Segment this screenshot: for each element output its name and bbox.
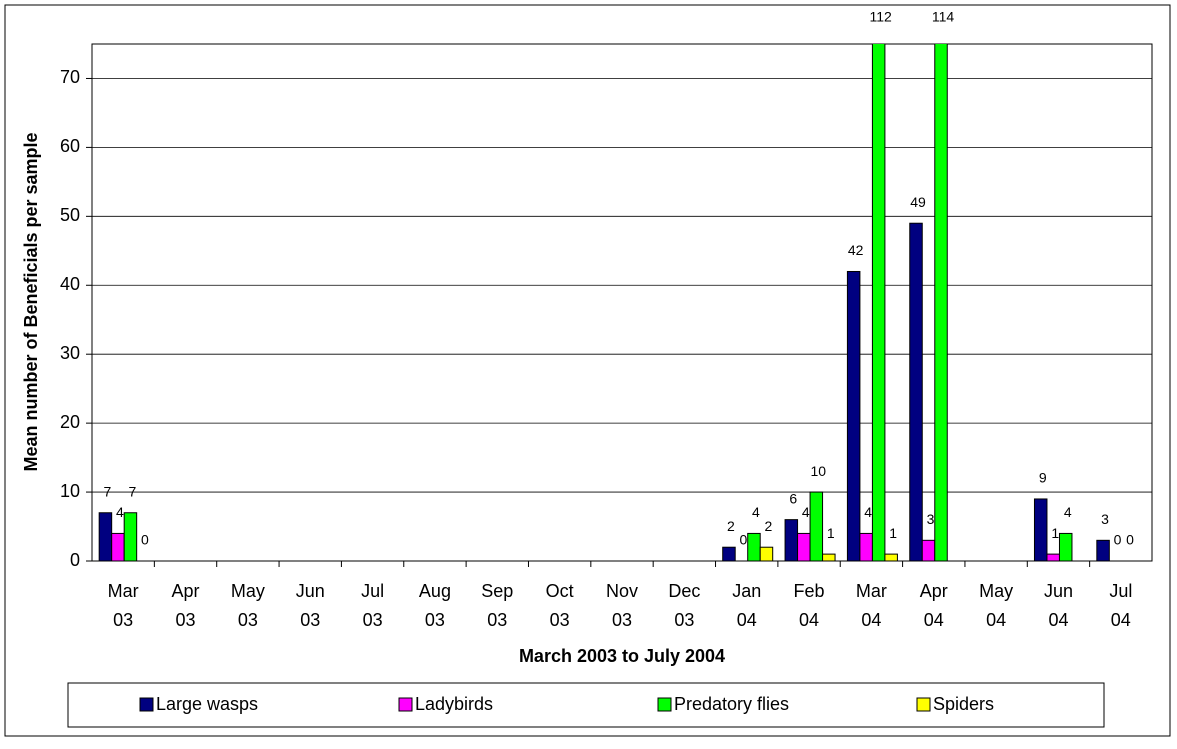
x-tick-label: Feb 04 [794,581,825,630]
x-tick-label: Mar 04 [856,581,887,630]
y-tick-label: 20 [60,412,80,432]
bar [747,532,761,561]
legend-label: Spiders [933,694,994,714]
bar [884,553,898,561]
x-tick-label: Jun 04 [1044,581,1073,630]
bar [921,539,936,561]
bar [859,532,873,561]
data-label: 0 [141,532,149,548]
legend-label: Ladybirds [415,694,493,714]
data-label: 114 [932,9,955,25]
data-label: 3 [1101,511,1109,527]
legend-label: Predatory flies [674,694,789,714]
bars [98,44,1110,561]
x-axis-title: March 2003 to July 2004 [519,646,725,666]
y-tick-label: 70 [60,67,80,87]
legend-swatch [398,697,413,712]
data-label: 7 [129,483,137,499]
data-label: 112 [869,9,892,25]
data-label: 7 [104,483,112,499]
y-tick-label: 0 [70,550,80,570]
data-label: 4 [802,504,810,520]
data-label: 9 [1039,470,1047,486]
data-label: 1 [889,525,897,541]
x-tick-label: Jul 04 [1109,581,1132,630]
legend-swatch [139,697,154,712]
data-label: 0 [1126,532,1134,548]
legend [67,682,1105,728]
x-tick-label: Oct 03 [546,581,574,630]
data-label: 1 [1051,525,1059,541]
bar [797,532,811,561]
x-tick-label: Dec 03 [668,581,700,630]
x-tick-label: Mar 03 [108,581,139,630]
data-label: 6 [789,490,797,506]
x-tick-label: Apr 03 [172,581,200,630]
x-tick-label: Aug 03 [419,581,451,630]
bar [809,491,824,561]
bar [123,512,138,561]
bar [934,44,948,561]
data-label: 49 [910,194,926,210]
data-label: 0 [1114,532,1122,548]
bar [722,546,736,561]
bar [759,546,774,561]
data-label: 2 [727,518,735,534]
y-tick-label: 10 [60,481,80,501]
bar [1046,553,1060,561]
legend-label: Large wasps [156,694,258,714]
y-axis-title: Mean number of Beneficials per sample [21,132,41,471]
bar [98,512,113,561]
data-label: 42 [848,242,864,258]
data-label: 4 [864,504,872,520]
x-tick-label: Jul 03 [361,581,384,630]
bar [871,44,886,561]
legend-swatch [916,697,931,712]
data-label: 2 [765,518,773,534]
x-tick-label: Apr 04 [920,581,948,630]
bar [1058,532,1073,561]
bar [784,519,799,561]
bar [1096,539,1110,561]
data-label: 4 [1064,504,1072,520]
x-tick-label: May 04 [979,581,1013,630]
data-label: 4 [116,504,124,520]
y-tick-label: 60 [60,136,80,156]
bar [846,270,861,561]
data-label: 0 [740,532,748,548]
x-tick-label: May 03 [231,581,265,630]
bar [1033,498,1048,561]
y-tick-label: 50 [60,205,80,225]
legend-swatch [657,697,672,712]
bar [111,532,125,561]
bar [822,553,836,561]
x-tick-label: Jan 04 [732,581,761,630]
data-label: 1 [827,525,835,541]
data-label: 4 [752,504,760,520]
x-tick-label: Sep 03 [481,581,513,630]
y-tick-label: 30 [60,343,80,363]
x-tick-label: Nov 03 [606,581,638,630]
chart-border [4,4,1171,737]
data-label: 3 [927,511,935,527]
y-tick-label: 40 [60,274,80,294]
bar [909,222,923,561]
data-label: 10 [811,463,827,479]
x-tick-label: Jun 03 [296,581,325,630]
